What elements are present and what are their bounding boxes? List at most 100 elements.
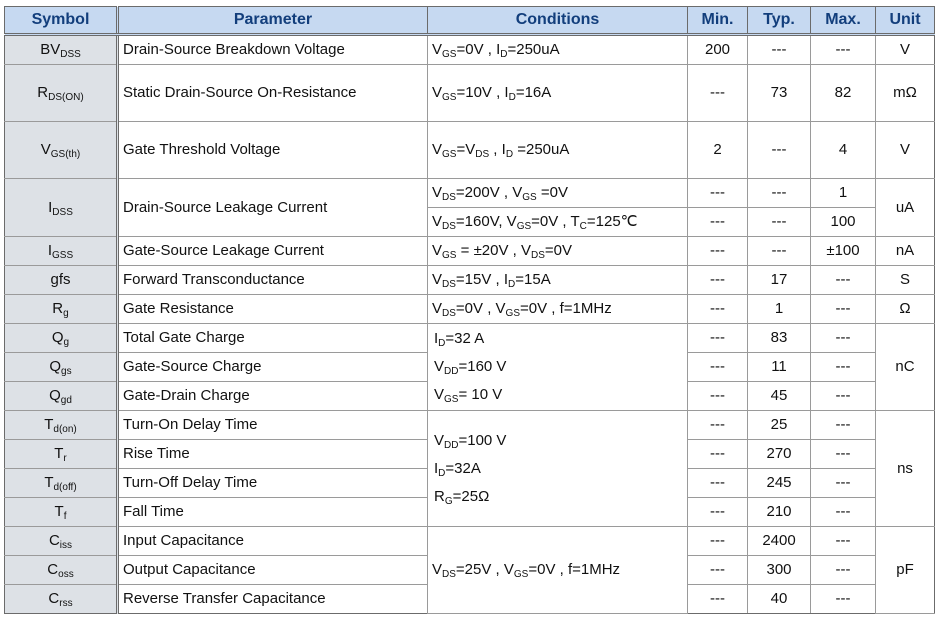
- typ-cell: 270: [747, 439, 811, 469]
- min-cell: ---: [687, 352, 748, 382]
- parameter-cell: Output Capacitance: [116, 555, 428, 585]
- parameter-cell: Static Drain-Source On-Resistance: [116, 64, 428, 122]
- min-cell: ---: [687, 294, 748, 324]
- condition-cell: VDS=25V , VGS=0V , f=1MHz: [427, 526, 688, 614]
- max-cell: 82: [810, 64, 876, 122]
- parameter-cell: Turn-On Delay Time: [116, 410, 428, 440]
- header-conditions: Conditions: [427, 6, 688, 36]
- min-cell: ---: [687, 265, 748, 295]
- parameter-cell: Drain-Source Leakage Current: [116, 178, 428, 237]
- table-row: IDSS Drain-Source Leakage Current VDS=20…: [4, 178, 935, 237]
- min-cell: ---: [687, 526, 748, 556]
- max-cell: ---: [810, 323, 876, 353]
- symbol-cell: Td(on): [4, 410, 118, 440]
- condition-cell: VGS = ±20V , VDS=0V: [427, 236, 688, 266]
- electrical-characteristics-table: Symbol Parameter Conditions Min. Typ. Ma…: [4, 6, 935, 614]
- min-cell: ---: [687, 207, 748, 237]
- max-cell: ---: [810, 410, 876, 440]
- max-cell: ---: [810, 468, 876, 498]
- min-cell: ---: [687, 236, 748, 266]
- min-cell: ---: [687, 381, 748, 411]
- table-row: Qgd Gate-Drain Charge --- 45 ---: [4, 381, 935, 411]
- table-row: Crss Reverse Transfer Capacitance --- 40…: [4, 584, 935, 614]
- parameter-cell: Gate-Source Charge: [116, 352, 428, 382]
- table-row: Qg Total Gate Charge ID=32 A VDD=160 V V…: [4, 323, 935, 411]
- typ-cell: ---: [747, 236, 811, 266]
- symbol-cell: gfs: [4, 265, 118, 295]
- condition-cell: ID=32 A VDD=160 V VGS= 10 V: [427, 323, 688, 411]
- parameter-cell: Gate Resistance: [116, 294, 428, 324]
- condition-cell: VDS=15V , ID=15A: [427, 265, 688, 295]
- typ-cell: 1: [747, 294, 811, 324]
- condition-cell: VDS=200V , VGS =0V: [427, 178, 688, 208]
- max-cell: ---: [810, 497, 876, 527]
- header-min: Min.: [687, 6, 748, 36]
- condition-cell: VDD=100 V ID=32A RG=25Ω: [427, 410, 688, 527]
- condition-cell: VGS=0V , ID=250uA: [427, 34, 688, 65]
- max-cell: ---: [810, 584, 876, 614]
- typ-cell: 25: [747, 410, 811, 440]
- min-cell: ---: [687, 64, 748, 122]
- table-row: RDS(ON) Static Drain-Source On-Resistanc…: [4, 64, 935, 122]
- condition-cell: VDS=160V, VGS=0V , TC=125℃: [427, 207, 688, 237]
- table-row: IGSS Gate-Source Leakage Current VGS = ±…: [4, 236, 935, 266]
- unit-cell: S: [875, 265, 935, 295]
- parameter-cell: Gate-Source Leakage Current: [116, 236, 428, 266]
- symbol-cell: Qg: [4, 323, 118, 353]
- symbol-cell: Crss: [4, 584, 118, 614]
- header-parameter: Parameter: [116, 6, 428, 36]
- condition-cell: VGS=10V , ID=16A: [427, 64, 688, 122]
- typ-cell: ---: [747, 121, 811, 179]
- symbol-cell: Ciss: [4, 526, 118, 556]
- parameter-cell: Gate Threshold Voltage: [116, 121, 428, 179]
- table-row: Ciss Input Capacitance VDS=25V , VGS=0V …: [4, 526, 935, 614]
- max-cell: ---: [810, 555, 876, 585]
- max-cell: ---: [810, 265, 876, 295]
- min-cell: 200: [687, 34, 748, 65]
- unit-cell: mΩ: [875, 64, 935, 122]
- typ-cell: 83: [747, 323, 811, 353]
- unit-cell: V: [875, 34, 935, 65]
- parameter-cell: Fall Time: [116, 497, 428, 527]
- unit-cell: ns: [875, 410, 935, 527]
- table-row: VDS=160V, VGS=0V , TC=125℃ --- --- 100: [5, 207, 935, 237]
- max-cell: ---: [810, 381, 876, 411]
- typ-cell: 2400: [747, 526, 811, 556]
- parameter-cell: Total Gate Charge: [116, 323, 428, 353]
- min-cell: ---: [687, 323, 748, 353]
- min-cell: 2: [687, 121, 748, 179]
- typ-cell: ---: [747, 207, 811, 237]
- typ-cell: 45: [747, 381, 811, 411]
- header-typ: Typ.: [747, 6, 811, 36]
- symbol-cell: Tf: [4, 497, 118, 527]
- table-row: Rg Gate Resistance VDS=0V , VGS=0V , f=1…: [4, 294, 935, 324]
- header-symbol: Symbol: [4, 6, 118, 36]
- min-cell: ---: [687, 178, 748, 208]
- typ-cell: ---: [747, 34, 811, 65]
- typ-cell: ---: [747, 178, 811, 208]
- parameter-cell: Forward Transconductance: [116, 265, 428, 295]
- unit-cell: pF: [875, 526, 935, 614]
- table-row: VGS(th) Gate Threshold Voltage VGS=VDS ,…: [4, 121, 935, 179]
- symbol-cell: VGS(th): [4, 121, 118, 179]
- max-cell: ---: [810, 439, 876, 469]
- unit-cell: uA: [875, 178, 935, 237]
- header-row: Symbol Parameter Conditions Min. Typ. Ma…: [4, 6, 935, 36]
- condition-cell: VDS=0V , VGS=0V , f=1MHz: [427, 294, 688, 324]
- parameter-cell: Drain-Source Breakdown Voltage: [116, 34, 428, 65]
- typ-cell: 17: [747, 265, 811, 295]
- parameter-cell: Turn-Off Delay Time: [116, 468, 428, 498]
- symbol-cell: IDSS: [4, 178, 118, 237]
- condition-cell: VGS=VDS , ID =250uA: [427, 121, 688, 179]
- table-row: gfs Forward Transconductance VDS=15V , I…: [4, 265, 935, 295]
- typ-cell: 40: [747, 584, 811, 614]
- min-cell: ---: [687, 410, 748, 440]
- min-cell: ---: [687, 439, 748, 469]
- table-row: BVDSS Drain-Source Breakdown Voltage VGS…: [4, 34, 935, 65]
- max-cell: 100: [810, 207, 876, 237]
- max-cell: ---: [810, 34, 876, 65]
- unit-cell: Ω: [875, 294, 935, 324]
- typ-cell: 11: [747, 352, 811, 382]
- parameter-cell: Input Capacitance: [116, 526, 428, 556]
- symbol-cell: Td(off): [4, 468, 118, 498]
